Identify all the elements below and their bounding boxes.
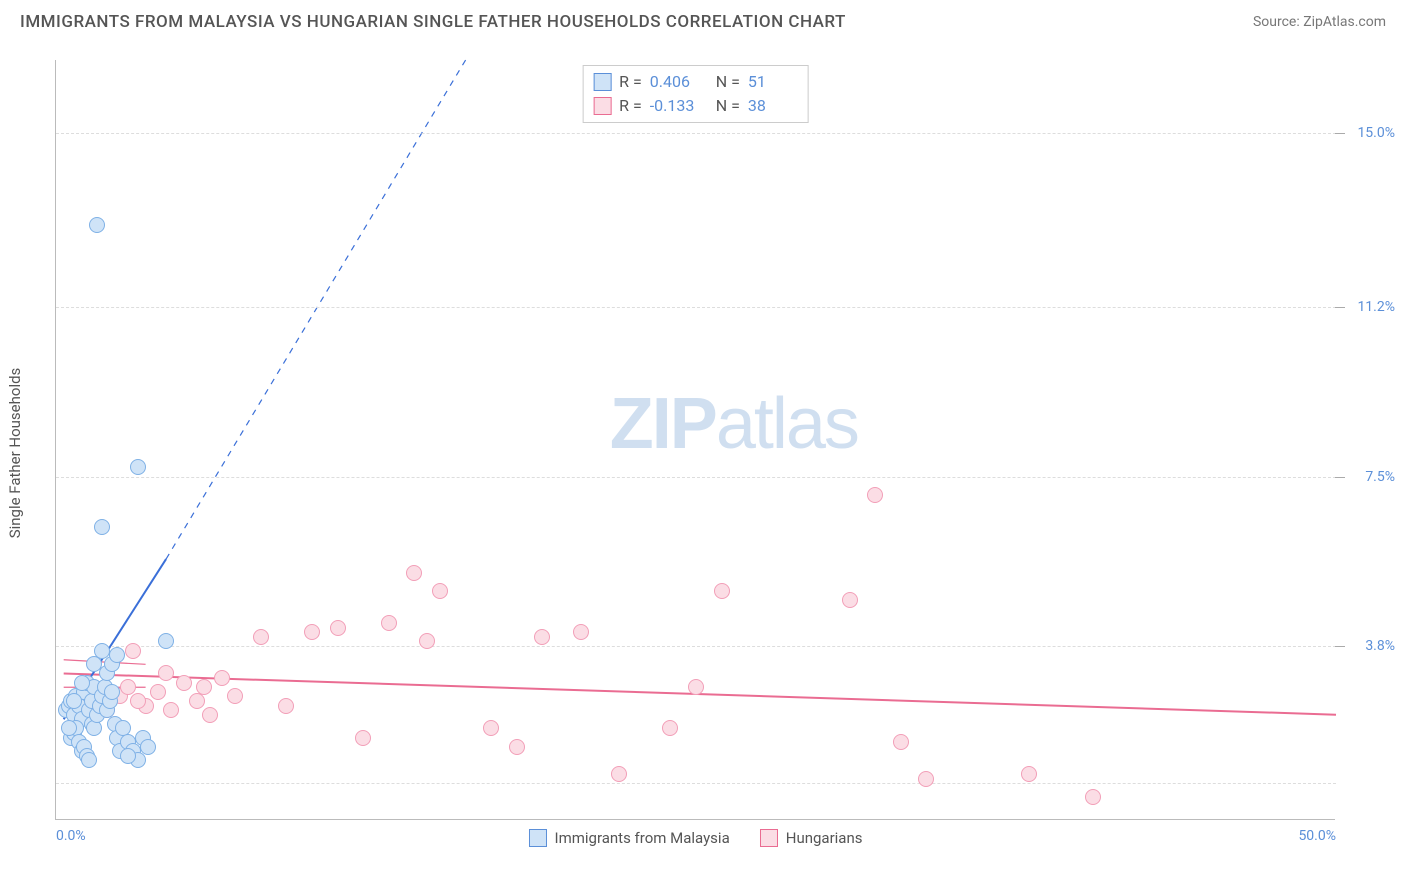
data-point xyxy=(662,720,678,736)
y-tick xyxy=(1335,646,1345,647)
chart-header: IMMIGRANTS FROM MALAYSIA VS HUNGARIAN SI… xyxy=(20,12,1386,32)
y-tick xyxy=(1335,477,1345,478)
data-point xyxy=(120,748,136,764)
y-tick-label: 3.8% xyxy=(1365,638,1395,654)
data-point xyxy=(227,688,243,704)
data-point xyxy=(158,633,174,649)
stat-n-label: N = xyxy=(708,94,740,118)
data-point xyxy=(406,565,422,581)
data-point xyxy=(714,583,730,599)
data-point xyxy=(573,624,589,640)
data-point xyxy=(304,624,320,640)
source-label: Source: xyxy=(1253,14,1303,30)
data-point xyxy=(86,656,102,672)
data-point xyxy=(419,633,435,649)
stat-n-value: 51 xyxy=(748,70,798,94)
data-point xyxy=(202,707,218,723)
data-point xyxy=(611,766,627,782)
data-point xyxy=(81,752,97,768)
data-point xyxy=(61,720,77,736)
legend-swatch xyxy=(760,829,778,847)
data-point xyxy=(163,702,179,718)
data-point xyxy=(94,519,110,535)
plot-box: ZIPatlas R = 0.406 N = 51R = -0.133 N = … xyxy=(55,60,1335,820)
data-point xyxy=(278,698,294,714)
stat-r-label: R = xyxy=(619,70,642,94)
data-point xyxy=(176,675,192,691)
legend-swatch xyxy=(528,829,546,847)
data-point xyxy=(867,487,883,503)
data-point xyxy=(125,643,141,659)
data-point xyxy=(104,684,120,700)
data-point xyxy=(330,620,346,636)
legend-label: Hungarians xyxy=(786,829,863,847)
y-tick-label: 7.5% xyxy=(1365,469,1395,485)
data-point xyxy=(214,670,230,686)
data-point xyxy=(196,679,212,695)
trend-lines-svg xyxy=(56,60,1336,820)
y-tick-label: 15.0% xyxy=(1357,125,1395,141)
data-point xyxy=(1085,789,1101,805)
stat-n-value: 38 xyxy=(748,94,798,118)
legend-swatch xyxy=(593,97,611,115)
data-point xyxy=(483,720,499,736)
chart-title: IMMIGRANTS FROM MALAYSIA VS HUNGARIAN SI… xyxy=(20,12,846,32)
data-point xyxy=(130,459,146,475)
y-axis-label: Single Father Households xyxy=(6,367,24,538)
data-point xyxy=(189,693,205,709)
bottom-legend: Immigrants from Malaysia Hungarians xyxy=(528,829,862,847)
data-point xyxy=(893,734,909,750)
stats-row: R = -0.133 N = 38 xyxy=(593,94,798,118)
stat-r-value: 0.406 xyxy=(650,70,700,94)
stat-r-label: R = xyxy=(619,94,642,118)
gridline xyxy=(56,133,1336,134)
stats-row: R = 0.406 N = 51 xyxy=(593,70,798,94)
data-point xyxy=(94,643,110,659)
legend-item: Immigrants from Malaysia xyxy=(528,829,729,847)
legend-label: Immigrants from Malaysia xyxy=(554,829,729,847)
source-name: ZipAtlas.com xyxy=(1303,14,1386,30)
data-point xyxy=(381,615,397,631)
stat-n-label: N = xyxy=(708,70,740,94)
data-point xyxy=(140,739,156,755)
trend-line xyxy=(166,60,466,559)
data-point xyxy=(253,629,269,645)
legend-swatch xyxy=(593,73,611,91)
data-point xyxy=(150,684,166,700)
y-tick-label: 11.2% xyxy=(1357,299,1395,315)
chart-source: Source: ZipAtlas.com xyxy=(1253,14,1386,30)
data-point xyxy=(120,679,136,695)
stat-r-value: -0.133 xyxy=(650,94,700,118)
data-point xyxy=(66,693,82,709)
data-point xyxy=(74,675,90,691)
data-point xyxy=(432,583,448,599)
chart-area: Single Father Households ZIPatlas R = 0.… xyxy=(55,60,1365,845)
data-point xyxy=(158,665,174,681)
y-tick xyxy=(1335,307,1345,308)
data-point xyxy=(534,629,550,645)
data-point xyxy=(1021,766,1037,782)
data-point xyxy=(509,739,525,755)
gridline xyxy=(56,307,1336,308)
data-point xyxy=(688,679,704,695)
stats-box: R = 0.406 N = 51R = -0.133 N = 38 xyxy=(582,65,809,123)
data-point xyxy=(89,217,105,233)
y-tick xyxy=(1335,133,1345,134)
data-point xyxy=(86,720,102,736)
data-point xyxy=(918,771,934,787)
x-tick-label: 0.0% xyxy=(56,828,86,844)
gridline xyxy=(56,646,1336,647)
data-point xyxy=(842,592,858,608)
data-point xyxy=(355,730,371,746)
gridline xyxy=(56,477,1336,478)
gridline xyxy=(56,783,1336,784)
data-point xyxy=(130,693,146,709)
x-tick-label: 50.0% xyxy=(1286,828,1336,844)
legend-item: Hungarians xyxy=(760,829,863,847)
data-point xyxy=(109,647,125,663)
